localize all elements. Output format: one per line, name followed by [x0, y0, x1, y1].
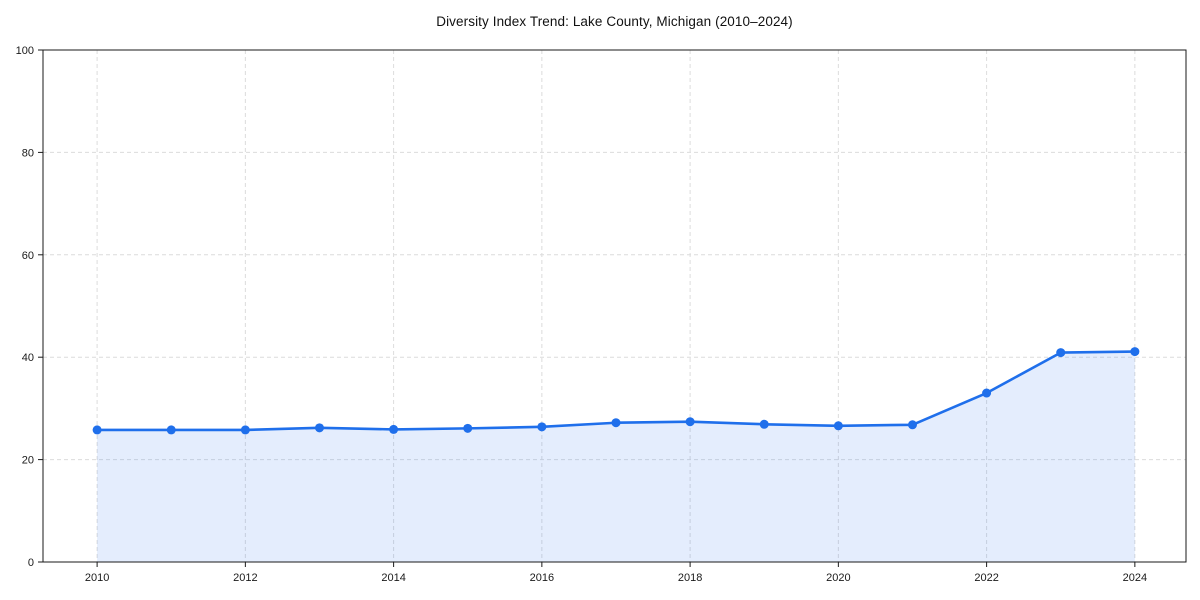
y-tick-label: 100	[16, 45, 34, 57]
x-tick-label: 2020	[826, 572, 850, 584]
x-tick-label: 2024	[1123, 572, 1147, 584]
axes-frame	[42, 49, 1187, 563]
data-point-marker	[463, 423, 473, 433]
x-tick-label: 2012	[233, 572, 257, 584]
data-point-marker	[833, 421, 843, 431]
data-point-marker	[907, 420, 917, 430]
chart-title: Diversity Index Trend: Lake County, Mich…	[436, 14, 793, 29]
data-point-marker	[314, 423, 324, 433]
x-tick-label: 2010	[85, 572, 109, 584]
data-point-marker	[759, 419, 769, 429]
y-tick-label: 60	[22, 250, 34, 262]
data-point-marker	[1056, 348, 1066, 358]
x-tick-label: 2018	[678, 572, 702, 584]
data-point-marker	[389, 424, 399, 434]
data-point-marker	[166, 425, 176, 435]
data-point-marker	[537, 422, 547, 432]
y-tick-label: 40	[22, 352, 34, 364]
y-tick-label: 80	[22, 147, 34, 159]
data-point-marker	[240, 425, 250, 435]
data-point-marker	[92, 425, 102, 435]
x-tick-label: 2022	[974, 572, 998, 584]
data-point-marker	[1130, 347, 1140, 357]
x-tick-label: 2014	[381, 572, 405, 584]
data-point-marker	[982, 388, 992, 398]
series-area-fill	[97, 351, 1135, 562]
data-point-marker	[685, 417, 695, 427]
data-point-marker	[611, 418, 621, 428]
y-tick-label: 20	[22, 455, 34, 467]
x-tick-label: 2016	[530, 572, 554, 584]
y-tick-label: 0	[28, 557, 34, 569]
